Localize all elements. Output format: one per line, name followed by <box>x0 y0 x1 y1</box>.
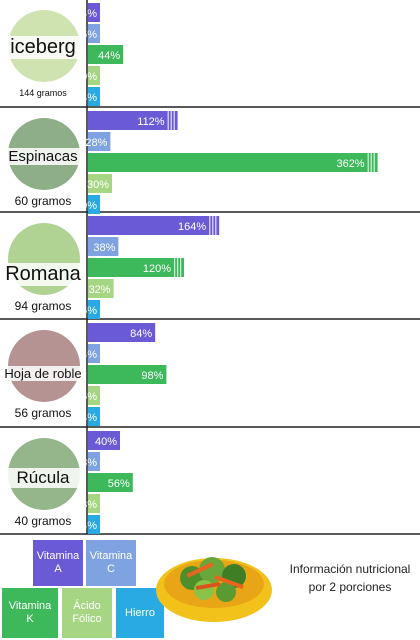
legend-item-vitamina-a: Vitamina A <box>33 540 83 586</box>
vegetable-name: Espinacas <box>0 148 86 165</box>
bar-value-label: 10% <box>75 71 97 83</box>
vegetable-name: Rúcula <box>0 468 86 488</box>
bar-vitamina-c <box>88 237 119 256</box>
bar-hierro <box>88 407 100 426</box>
bar-break-stripe <box>167 111 169 130</box>
bar-value-label: 164% <box>178 221 206 233</box>
bar-vitamina-a <box>88 431 120 450</box>
vegetable-weight: 94 gramos <box>14 299 72 313</box>
salad-bowl-illustration <box>156 557 272 622</box>
bar-break-stripe <box>209 216 211 235</box>
bar-vitamina-a <box>88 111 178 130</box>
legend-item-label: C <box>107 563 115 575</box>
bar-hierro <box>88 87 100 106</box>
bar-break-stripe <box>174 258 176 277</box>
bar-value-label: 38% <box>93 242 115 254</box>
legend-item-vitamina-k: Vitamina K <box>2 588 58 638</box>
bar-vitamina-k <box>88 365 167 384</box>
vegetable-name: Hoja de roble <box>0 366 86 381</box>
bar-value-label: 4% <box>81 92 97 104</box>
bar-acido-folico <box>88 279 114 298</box>
vegetable-weight: 56 gramos <box>14 406 72 420</box>
legend-item-vitamina-c: Vitamina C <box>86 540 136 586</box>
bar-hierro <box>88 195 100 214</box>
bar-vitamina-c <box>88 452 100 471</box>
bar-value-label: 4% <box>81 412 97 424</box>
bar-break-stripe <box>180 258 182 277</box>
bar-break-stripe <box>215 216 217 235</box>
legend-title-line-1: Información nutricional <box>289 562 411 576</box>
bar-value-label: 4% <box>81 520 97 532</box>
vegetable-weight: 60 gramos <box>14 194 72 208</box>
bar-break-stripe <box>212 216 214 235</box>
bar-value-label: 28% <box>85 137 107 149</box>
bar-vitamina-a <box>88 3 100 22</box>
legend-item-label: A <box>54 563 62 575</box>
legend-title: Información nutricional por 2 porciones <box>280 560 420 596</box>
bar-acido-folico <box>88 494 100 513</box>
bar-value-label: 8% <box>81 499 97 511</box>
bar-value-label: 98% <box>141 370 163 382</box>
bar-vitamina-k <box>88 153 378 172</box>
bar-vitamina-c <box>88 344 100 363</box>
legend-item-label: Fólico <box>72 613 102 625</box>
bar-acido-folico <box>88 174 112 193</box>
legend-item-label: Ácido <box>73 600 101 612</box>
bar-value-label: 6% <box>81 391 97 403</box>
bar-hierro <box>88 515 100 534</box>
legend-item-label: Vitamina <box>8 600 52 612</box>
bar-acido-folico <box>88 386 100 405</box>
legend-item-acido-folico: Ácido Fólico <box>62 588 112 638</box>
vegetable-name: Romana <box>0 263 86 286</box>
bar-vitamina-a <box>88 323 156 342</box>
bar-acido-folico <box>88 66 100 85</box>
bar-value-label: 30% <box>87 179 109 191</box>
bar-value-label: 120% <box>143 263 171 275</box>
legend-item-label: Vitamina <box>89 550 133 562</box>
bar-value-label: 56% <box>108 478 130 490</box>
bar-vitamina-c <box>88 24 100 43</box>
legend-item-label: Hierro <box>125 606 155 619</box>
bar-value-label: 8% <box>81 457 97 469</box>
bar-break-stripe <box>373 153 375 172</box>
legend-item-hierro: Hierro <box>116 588 164 638</box>
bar-vitamina-c <box>88 132 111 151</box>
bar-vitamina-a <box>88 216 220 235</box>
legend-item-label: Vitamina <box>36 550 80 562</box>
bar-value-label: 112% <box>137 116 165 128</box>
vegetable-weight: 144 gramos <box>19 88 67 98</box>
bar-value-label: 6% <box>81 305 97 317</box>
bar-hierro <box>88 300 100 319</box>
bar-break-stripe <box>173 111 175 130</box>
bar-break-stripe <box>170 111 172 130</box>
bar-value-label: 4% <box>81 349 97 361</box>
vegetable-weight: 40 gramos <box>14 514 72 528</box>
bar-break-stripe <box>177 258 179 277</box>
bar-value-label: 362% <box>336 158 364 170</box>
legend-item-label: K <box>26 613 34 625</box>
bar-value-label: 10% <box>75 200 97 212</box>
vegetable-name: iceberg <box>0 36 86 59</box>
bar-value-label: 32% <box>89 284 111 296</box>
bar-break-stripe <box>367 153 369 172</box>
bar-value-label: 14% <box>75 8 97 20</box>
legend-title-line-2: por 2 porciones <box>308 580 392 594</box>
bar-vitamina-k <box>88 45 124 64</box>
bar-value-label: 44% <box>98 50 120 62</box>
bar-break-stripe <box>370 153 372 172</box>
bar-value-label: 84% <box>130 328 152 340</box>
bar-value-label: 40% <box>95 436 117 448</box>
bar-vitamina-k <box>88 473 133 492</box>
bar-vitamina-k <box>88 258 184 277</box>
